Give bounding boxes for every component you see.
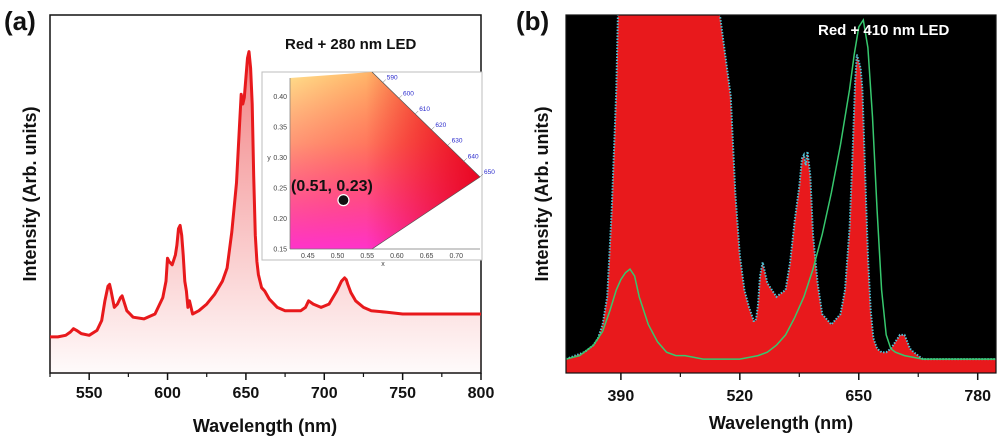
cie-locus-tick [479,173,484,178]
cie-x-tick-label: 0.50 [331,253,345,260]
cie-x-tick-label: 0.65 [420,253,434,260]
panel-b-label: (b) [516,6,550,36]
cie-y-tick-label: 0.25 [273,185,287,192]
cie-xlabel: x [381,261,385,268]
panel-a-x-tick-label: 600 [154,385,181,402]
panel-a-xlabel: Wavelength (nm) [193,416,337,436]
cie-x-tick-label: 0.70 [449,253,463,260]
panel-b-plot-frame [565,14,997,374]
cie-y-tick-label: 0.20 [273,216,287,223]
panel-a-x-tick-label: 750 [389,385,416,402]
panel-a-chart: 550 600 650 700 750 800 Wavelength (nm) Inten… [20,14,495,436]
cie-locus-label: 600 [403,90,414,97]
panel-b-x-tick-label: 390 [608,388,635,405]
cie-locus-tick [431,126,435,130]
cie-spectral-locus [371,71,481,178]
cie-locus-label: 590 [387,75,398,82]
panel-a-x-tick-label: 800 [468,385,495,402]
cie-inset: 0.45 0.50 0.55 0.60 0.65 0.70 0.15 0.20 0.25 0.30… [261,71,495,268]
cie-locus-label: 650 [484,169,495,176]
cie-y-tick-label: 0.15 [273,247,287,254]
cie-locus-tick [447,142,451,146]
panel-a-ylabel: Intensity (Arb. units) [20,106,40,281]
cie-x-tick-label: 0.55 [360,253,374,260]
cie-coordinate-point [337,194,350,207]
cie-locus-label: 630 [452,138,463,145]
cie-y-tick-label: 0.30 [273,155,287,162]
cie-x-tick-label: 0.45 [301,253,315,260]
panel-b-x-tick-label: 780 [964,388,991,405]
panel-b-chart: 390 520 650 780 Wavelength (nm) Intensity (… [532,14,997,433]
panel-b-annotation: Red + 410 nm LED [818,22,949,39]
cie-locus-label: 610 [419,106,430,113]
panel-b-x-tick-label: 650 [845,388,872,405]
panel-b-xlabel: Wavelength (nm) [709,413,853,433]
panel-a-series-line [50,50,481,339]
cie-locus-label: 640 [468,153,479,160]
panel-a-annotation: Red + 280 nm LED [285,36,416,53]
cie-coordinate-label: (0.51, 0.23) [291,178,373,195]
panel-a-area-fill [50,51,481,373]
panel-a-x-tick-label: 650 [233,385,260,402]
cie-y-tick-label: 0.35 [273,124,287,131]
panel-b-overlay-line [566,17,996,360]
cie-x-tick-label: 0.60 [390,253,404,260]
panel-b-x-tick-label: 520 [726,388,753,405]
panel-b-emission-outline [566,15,996,361]
panel-a-x-tick-label: 550 [76,385,103,402]
panel-b-emission-fill [566,15,996,373]
cie-locus-tick [463,158,467,162]
panel-a-label: (a) [4,6,36,36]
cie-locus-tick [415,110,419,115]
cie-ylabel: y [267,155,271,162]
cie-y-tick-label: 0.40 [273,94,287,101]
panel-a-x-tick-label: 700 [311,385,338,402]
cie-locus-tick [398,95,403,99]
cie-purple-line [371,176,481,250]
panel-b-ylabel: Intensity (Arb. units) [532,106,552,281]
cie-locus-label: 620 [435,122,446,129]
cie-locus-tick [382,79,386,83]
